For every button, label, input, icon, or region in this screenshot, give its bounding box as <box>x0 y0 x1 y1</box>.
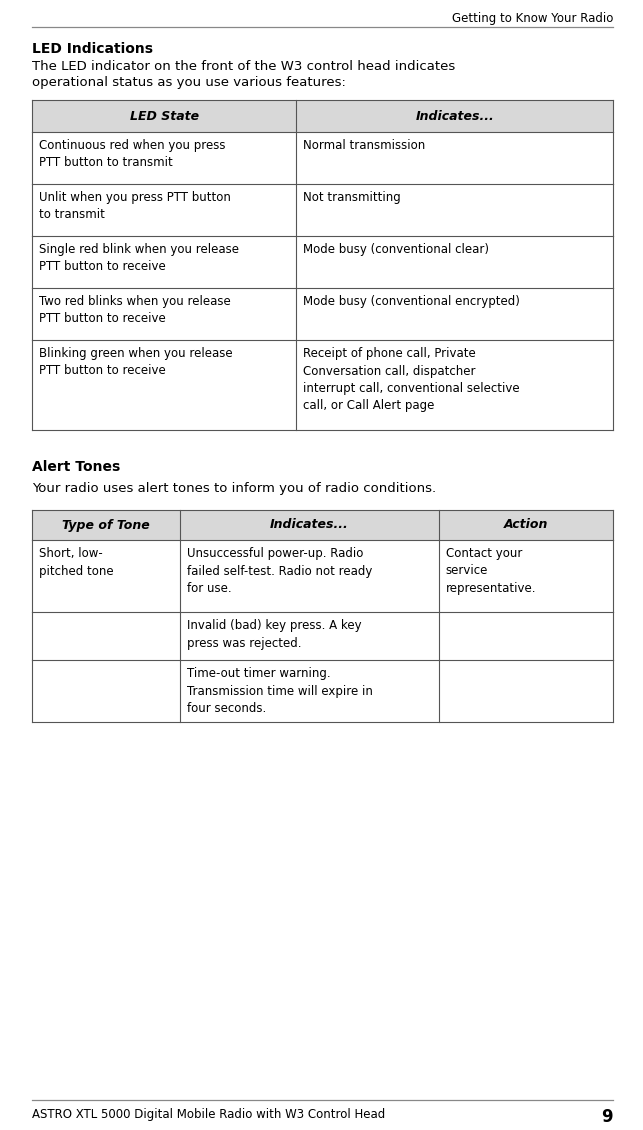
Text: Contact your
service
representative.: Contact your service representative. <box>446 547 536 596</box>
Bar <box>32 510 613 540</box>
Text: LED Indications: LED Indications <box>32 42 153 56</box>
Text: Alert Tones: Alert Tones <box>32 460 120 473</box>
Bar <box>32 99 613 132</box>
Text: 9: 9 <box>601 1109 613 1125</box>
Text: Two red blinks when you release
PTT button to receive: Two red blinks when you release PTT butt… <box>39 295 231 325</box>
Text: Normal transmission: Normal transmission <box>303 139 426 153</box>
Text: Action: Action <box>503 519 548 531</box>
Text: ASTRO XTL 5000 Digital Mobile Radio with W3 Control Head: ASTRO XTL 5000 Digital Mobile Radio with… <box>32 1109 385 1121</box>
Text: Continuous red when you press
PTT button to transmit: Continuous red when you press PTT button… <box>39 139 226 170</box>
Text: operational status as you use various features:: operational status as you use various fe… <box>32 76 346 89</box>
Text: Indicates...: Indicates... <box>270 519 349 531</box>
Text: Mode busy (conventional clear): Mode busy (conventional clear) <box>303 243 489 257</box>
Text: Mode busy (conventional encrypted): Mode busy (conventional encrypted) <box>303 295 520 308</box>
Text: Your radio uses alert tones to inform you of radio conditions.: Your radio uses alert tones to inform yo… <box>32 483 436 495</box>
Text: Type of Tone: Type of Tone <box>62 519 150 531</box>
Text: Single red blink when you release
PTT button to receive: Single red blink when you release PTT bu… <box>39 243 239 273</box>
Text: Time-out timer warning.
Transmission time will expire in
four seconds.: Time-out timer warning. Transmission tim… <box>187 667 373 715</box>
Text: Not transmitting: Not transmitting <box>303 191 401 205</box>
Text: Invalid (bad) key press. A key
press was rejected.: Invalid (bad) key press. A key press was… <box>187 619 362 650</box>
Text: Indicates...: Indicates... <box>415 110 494 122</box>
Text: Short, low-
pitched tone: Short, low- pitched tone <box>39 547 114 577</box>
Text: Receipt of phone call, Private
Conversation call, dispatcher
interrupt call, con: Receipt of phone call, Private Conversat… <box>303 347 520 412</box>
Text: Blinking green when you release
PTT button to receive: Blinking green when you release PTT butt… <box>39 347 233 377</box>
Text: Unsuccessful power-up. Radio
failed self-test. Radio not ready
for use.: Unsuccessful power-up. Radio failed self… <box>187 547 372 596</box>
Text: LED State: LED State <box>130 110 199 122</box>
Text: The LED indicator on the front of the W3 control head indicates: The LED indicator on the front of the W3… <box>32 60 455 73</box>
Text: Unlit when you press PTT button
to transmit: Unlit when you press PTT button to trans… <box>39 191 231 221</box>
Text: Getting to Know Your Radio: Getting to Know Your Radio <box>451 12 613 25</box>
